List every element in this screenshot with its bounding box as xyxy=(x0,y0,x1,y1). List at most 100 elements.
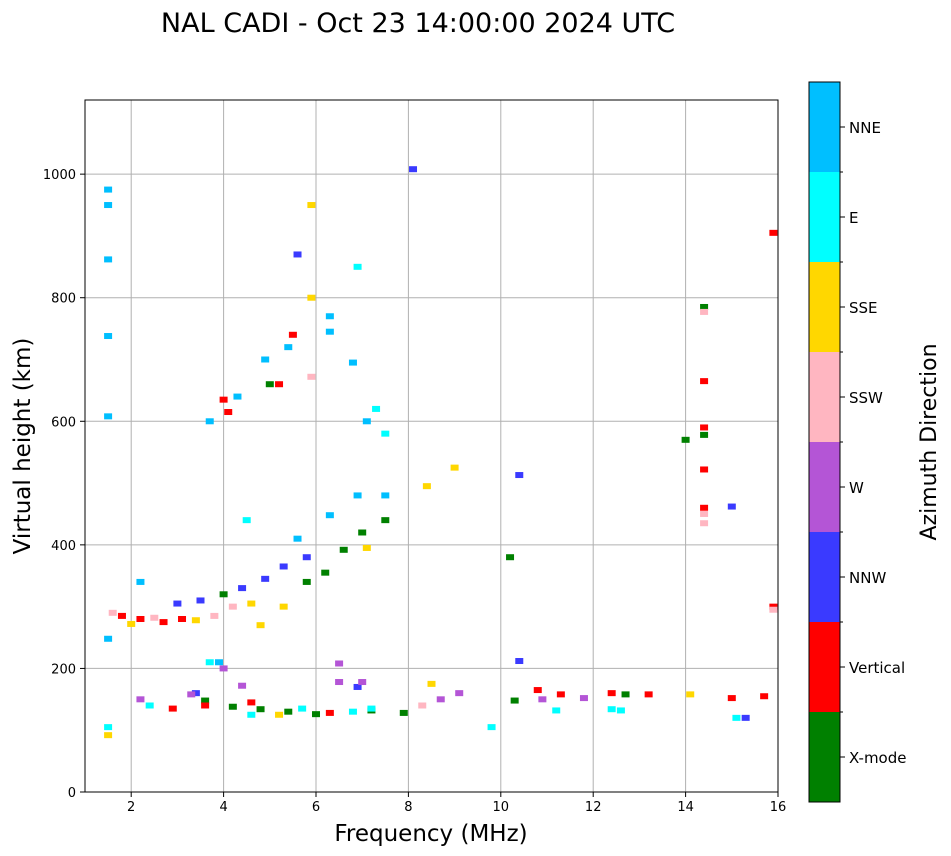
data-point xyxy=(298,705,307,712)
data-point xyxy=(145,702,154,709)
data-point xyxy=(173,600,182,607)
data-point xyxy=(284,344,293,351)
data-point xyxy=(247,600,256,607)
series-w xyxy=(136,660,588,703)
data-point xyxy=(136,578,145,585)
data-point xyxy=(168,705,177,712)
data-point xyxy=(700,308,709,315)
colorbar-category-label: X-mode xyxy=(849,749,906,767)
data-points xyxy=(104,166,778,739)
data-point xyxy=(256,622,265,629)
data-point xyxy=(312,711,320,718)
data-point xyxy=(219,396,228,403)
data-point xyxy=(307,294,316,301)
data-point xyxy=(358,529,367,536)
x-tick-label: 6 xyxy=(312,800,320,815)
data-point xyxy=(732,714,741,721)
data-point xyxy=(150,614,159,621)
data-point xyxy=(727,695,736,702)
data-point xyxy=(256,706,265,713)
colorbar-category-label: NNE xyxy=(849,119,881,137)
y-tick-label: 600 xyxy=(51,415,76,430)
data-point xyxy=(381,517,390,524)
data-point xyxy=(727,503,736,510)
data-point xyxy=(104,724,113,731)
data-point xyxy=(769,606,778,613)
colorbar-category-label: NNW xyxy=(849,569,886,587)
colorbar-category-label: E xyxy=(849,209,858,227)
data-point xyxy=(700,504,709,511)
data-point xyxy=(159,619,168,626)
data-point xyxy=(353,263,362,270)
series-e xyxy=(104,263,741,731)
data-point xyxy=(307,373,316,380)
x-tick-label: 4 xyxy=(219,800,227,815)
data-point xyxy=(293,251,302,258)
data-point xyxy=(700,510,709,517)
data-point xyxy=(136,616,145,622)
x-tick-label: 12 xyxy=(585,800,602,815)
data-point xyxy=(104,333,113,340)
data-point xyxy=(242,517,251,524)
data-point xyxy=(700,431,709,438)
data-point xyxy=(104,202,113,209)
data-point xyxy=(769,229,778,236)
data-point xyxy=(302,578,311,585)
data-point xyxy=(117,612,126,619)
colorbar-segment xyxy=(809,712,840,802)
data-point xyxy=(335,660,344,667)
data-point xyxy=(455,690,464,697)
x-ticks: 2 4 6 8 10 12 14 16 xyxy=(127,792,786,815)
data-point xyxy=(238,682,247,689)
colorbar-frame xyxy=(808,81,841,803)
data-point xyxy=(515,472,524,479)
data-point xyxy=(510,697,519,704)
y-tick-label: 800 xyxy=(51,292,76,307)
data-point xyxy=(104,256,113,263)
colorbar-label: Azimuth Direction xyxy=(917,343,942,540)
plot-frame xyxy=(84,99,779,793)
data-point xyxy=(579,695,588,702)
data-point xyxy=(335,679,344,686)
data-point xyxy=(427,680,436,687)
colorbar-category-label: SSW xyxy=(849,389,883,407)
data-point xyxy=(533,687,542,694)
data-point xyxy=(224,409,233,416)
data-point xyxy=(760,693,769,700)
data-point xyxy=(275,381,284,388)
data-point xyxy=(325,512,334,519)
data-point xyxy=(265,381,274,388)
data-point xyxy=(644,691,653,698)
data-point xyxy=(233,393,242,400)
data-point xyxy=(187,691,196,698)
data-point xyxy=(261,356,270,363)
data-point xyxy=(321,569,330,576)
data-point xyxy=(196,597,205,604)
data-point xyxy=(367,705,376,712)
series-ssw xyxy=(108,308,778,709)
data-point xyxy=(104,186,113,193)
data-point xyxy=(381,430,390,437)
data-point xyxy=(450,464,459,471)
x-tick-label: 10 xyxy=(493,800,510,815)
data-point xyxy=(219,665,228,672)
colorbar: X-mode Vertical NNW W SSW SSE E NNE xyxy=(808,81,906,803)
data-point xyxy=(127,620,136,627)
data-point xyxy=(487,724,496,731)
x-tick-label: 2 xyxy=(127,800,135,815)
colorbar-segment xyxy=(809,82,840,172)
data-point xyxy=(348,359,357,366)
colorbar-category-label: SSE xyxy=(849,299,878,317)
y-axis-label: Virtual height (km) xyxy=(10,338,36,555)
data-point xyxy=(104,732,113,739)
data-point xyxy=(616,707,625,714)
series-nnw xyxy=(173,166,750,721)
data-point xyxy=(381,492,390,499)
data-point xyxy=(201,702,210,709)
data-point xyxy=(279,603,288,610)
data-point xyxy=(353,492,362,499)
data-point xyxy=(436,696,445,703)
data-point xyxy=(353,683,362,690)
data-point xyxy=(284,708,293,715)
